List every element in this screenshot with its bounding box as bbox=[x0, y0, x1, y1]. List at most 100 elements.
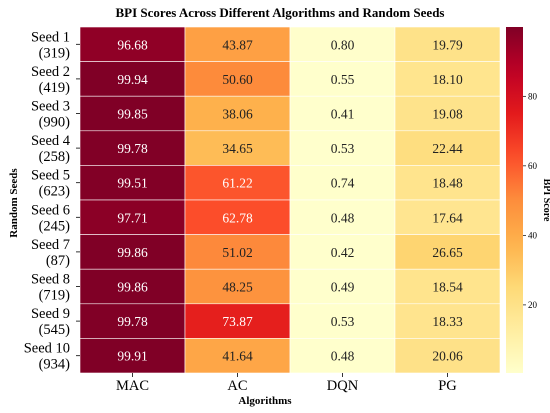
heatmap-cell bbox=[184, 130, 291, 166]
heatmap-cell bbox=[184, 199, 291, 235]
cell-value-label: 26.65 bbox=[432, 245, 463, 260]
heatmap-cells: 96.68 43.87 0.80 19.79 99.94 50.60 0.55 18.10 99… bbox=[79, 26, 501, 374]
cell-value-label: 0.53 bbox=[331, 314, 355, 329]
heatmap-cell bbox=[289, 234, 396, 270]
cell-value-label: 99.91 bbox=[117, 349, 147, 364]
row-tick-labels: Seed 1(319) Seed 2(419) Seed 3(990) Seed 4 (… bbox=[24, 29, 80, 373]
row-seed-label: (990) bbox=[39, 115, 71, 131]
heatmap-cell bbox=[394, 26, 501, 62]
colorbar-tick-label: 80 bbox=[528, 91, 538, 101]
cell-value-label: 62.78 bbox=[222, 210, 253, 225]
row-seed-label: (319) bbox=[39, 45, 71, 61]
row-seed-label: (245) bbox=[39, 218, 71, 234]
heatmap-cell bbox=[184, 338, 291, 374]
heatmap-cell bbox=[79, 268, 186, 305]
row-seed-label: (87) bbox=[46, 253, 70, 269]
cell-value-label: 99.78 bbox=[117, 141, 148, 156]
heatmap-cell bbox=[394, 234, 501, 270]
cell-value-label: 99.94 bbox=[117, 72, 148, 87]
row-tick-label: Seed 7 bbox=[31, 237, 70, 253]
cell-value-label: 50.60 bbox=[222, 72, 253, 87]
cell-value-label: 18.48 bbox=[432, 176, 463, 191]
heatmap-cell bbox=[184, 26, 291, 62]
cell-value-label: 0.48 bbox=[331, 210, 355, 225]
row-seed-label: (934) bbox=[39, 357, 71, 373]
cell-value-label: 99.78 bbox=[117, 314, 148, 329]
column-tick-label: MAC bbox=[116, 378, 149, 394]
colorbar-tick-label: 20 bbox=[528, 300, 538, 310]
colorbar bbox=[506, 27, 523, 373]
row-tick-label: Seed 8 bbox=[31, 272, 70, 288]
cell-value-label: 18.54 bbox=[432, 280, 463, 295]
row-tick-label: Seed 10 bbox=[24, 341, 70, 357]
x-axis-label: Algorithms bbox=[238, 395, 292, 407]
heatmap-cell bbox=[184, 95, 291, 132]
cell-value-label: 99.85 bbox=[117, 107, 148, 122]
row-seed-label: (545) bbox=[39, 322, 71, 338]
cell-value-label: 19.08 bbox=[432, 107, 463, 122]
cell-value-label: 18.33 bbox=[432, 314, 463, 329]
cell-value-label: 61.22 bbox=[222, 176, 252, 191]
cell-value-label: 48.25 bbox=[222, 280, 253, 295]
heatmap-cell bbox=[79, 130, 186, 166]
cell-value-label: 73.87 bbox=[222, 314, 253, 329]
row-seed-label: (419) bbox=[39, 80, 71, 96]
cell-value-label: 18.10 bbox=[432, 72, 463, 87]
colorbar-tick-label: 40 bbox=[528, 230, 538, 240]
row-tick-label: Seed 3 bbox=[31, 99, 70, 115]
cell-value-label: 0.74 bbox=[331, 176, 355, 191]
column-tick-labels: MAC AC DQN PG bbox=[116, 373, 457, 394]
cell-value-label: 99.51 bbox=[117, 176, 147, 191]
heatmap-cell bbox=[184, 61, 291, 97]
heatmap-cell bbox=[394, 165, 501, 201]
heatmap-cell bbox=[184, 165, 291, 201]
cell-value-label: 0.49 bbox=[331, 280, 355, 295]
heatmap-cell bbox=[79, 234, 186, 270]
heatmap-cell bbox=[79, 61, 186, 97]
row-tick-label: Seed 5 bbox=[31, 168, 70, 184]
heatmap-cell bbox=[289, 199, 396, 235]
heatmap-cell bbox=[394, 130, 501, 166]
column-tick-label: PG bbox=[438, 378, 457, 394]
chart-title: BPI Scores Across Different Algorithms a… bbox=[116, 5, 445, 20]
heatmap-cell bbox=[289, 303, 396, 339]
y-axis-label: Random Seeds bbox=[8, 168, 20, 238]
cell-value-label: 19.79 bbox=[432, 37, 463, 52]
heatmap-cell bbox=[394, 61, 501, 97]
heatmap-cell bbox=[289, 165, 396, 201]
column-tick-label: AC bbox=[227, 378, 247, 394]
heatmap-cell bbox=[394, 199, 501, 235]
heatmap-cell bbox=[79, 165, 186, 201]
heatmap-cell bbox=[79, 199, 186, 235]
heatmap-cell bbox=[289, 130, 396, 166]
cell-value-label: 97.71 bbox=[117, 210, 147, 225]
row-seed-label: (719) bbox=[39, 288, 71, 304]
row-tick-label: Seed 9 bbox=[31, 306, 70, 322]
row-tick-label: Seed 1 bbox=[31, 29, 70, 45]
column-tick-label: DQN bbox=[327, 378, 359, 394]
cell-value-label: 51.02 bbox=[222, 245, 252, 260]
row-seed-label: (623) bbox=[39, 184, 71, 200]
cell-value-label: 0.42 bbox=[331, 245, 355, 260]
cell-value-label: 34.65 bbox=[222, 141, 253, 156]
heatmap-cell bbox=[394, 95, 501, 132]
cell-value-label: 99.86 bbox=[117, 280, 148, 295]
cell-value-label: 0.53 bbox=[331, 141, 355, 156]
heatmap-cell bbox=[79, 26, 186, 62]
cell-value-label: 0.80 bbox=[331, 37, 355, 52]
colorbar-ticks: 20 40 60 80 bbox=[523, 91, 538, 310]
row-tick-label: Seed 2 bbox=[31, 64, 70, 80]
heatmap-cell bbox=[289, 268, 396, 305]
colorbar-tick-label: 60 bbox=[528, 161, 538, 171]
heatmap-cell bbox=[79, 338, 186, 374]
row-tick-label: Seed 4 bbox=[31, 133, 71, 149]
cell-value-label: 17.64 bbox=[432, 210, 463, 225]
heatmap-cell bbox=[289, 26, 396, 62]
cell-value-label: 96.68 bbox=[117, 37, 148, 52]
cell-value-label: 43.87 bbox=[222, 37, 253, 52]
cell-value-label: 0.41 bbox=[331, 107, 355, 122]
colorbar-label: BPI Score bbox=[541, 179, 550, 222]
heatmap-cell bbox=[394, 303, 501, 339]
cell-value-label: 20.06 bbox=[432, 349, 463, 364]
